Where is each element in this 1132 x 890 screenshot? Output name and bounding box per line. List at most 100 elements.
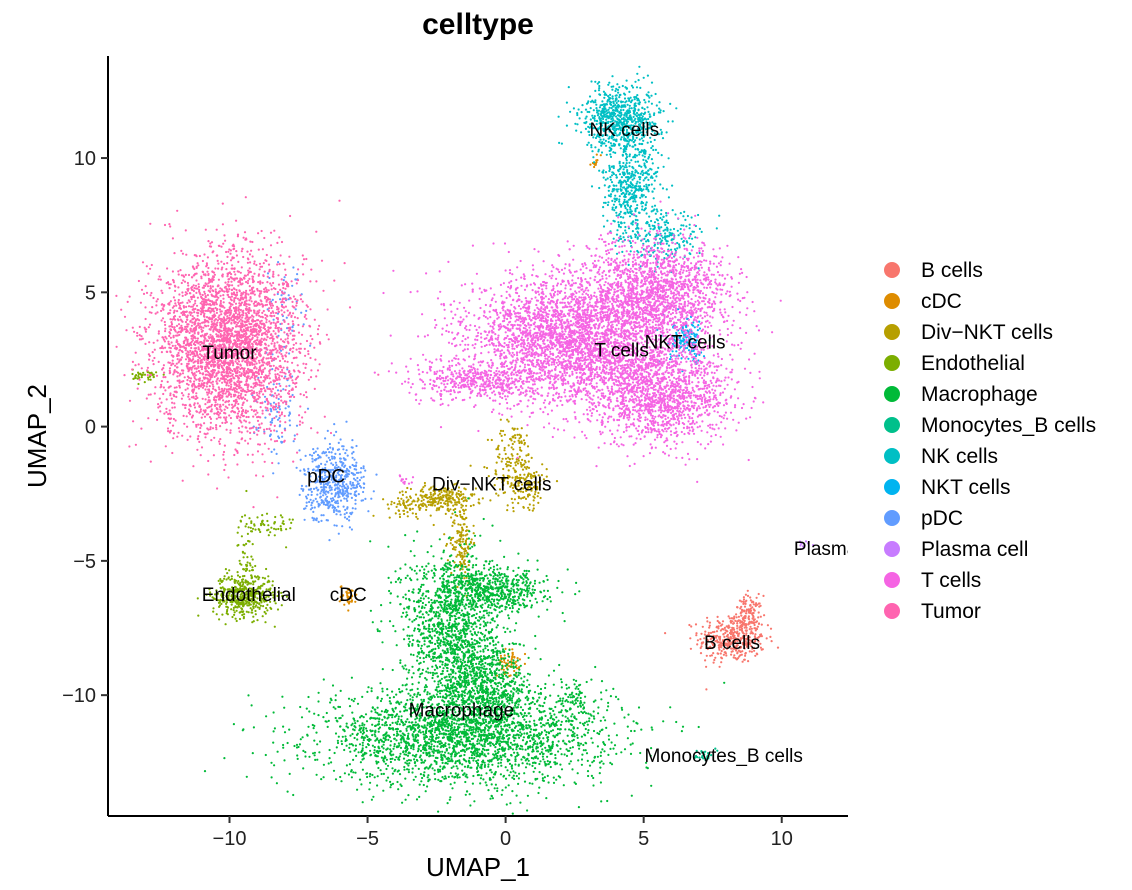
point bbox=[473, 639, 476, 642]
point bbox=[763, 614, 766, 617]
point bbox=[385, 758, 388, 761]
point bbox=[472, 728, 475, 731]
point bbox=[533, 722, 536, 725]
point bbox=[531, 764, 534, 768]
point bbox=[261, 576, 264, 579]
point bbox=[276, 750, 279, 753]
point bbox=[489, 725, 492, 729]
point bbox=[427, 503, 430, 506]
point bbox=[433, 501, 436, 504]
point bbox=[398, 515, 402, 519]
point bbox=[139, 373, 142, 376]
point bbox=[330, 761, 333, 764]
point bbox=[239, 519, 242, 522]
point bbox=[409, 495, 412, 498]
point bbox=[379, 682, 382, 685]
point bbox=[729, 637, 732, 641]
point bbox=[675, 720, 678, 724]
point bbox=[506, 504, 509, 507]
point bbox=[539, 760, 542, 763]
point bbox=[379, 738, 382, 741]
point bbox=[712, 661, 715, 664]
point bbox=[468, 543, 471, 546]
point bbox=[472, 628, 475, 631]
point bbox=[457, 648, 460, 652]
point bbox=[512, 770, 515, 773]
point bbox=[718, 622, 721, 625]
point bbox=[451, 787, 454, 790]
point bbox=[467, 627, 470, 630]
point bbox=[509, 771, 512, 774]
point bbox=[378, 718, 381, 721]
point bbox=[441, 744, 444, 747]
point bbox=[397, 769, 400, 772]
point bbox=[454, 775, 457, 779]
point bbox=[428, 754, 431, 757]
point bbox=[478, 727, 481, 730]
point bbox=[507, 464, 510, 467]
point bbox=[234, 617, 237, 620]
point bbox=[254, 613, 257, 616]
point bbox=[395, 693, 398, 696]
point bbox=[526, 699, 529, 702]
point bbox=[235, 609, 238, 612]
point bbox=[391, 713, 394, 717]
point bbox=[444, 775, 447, 778]
point bbox=[304, 751, 307, 754]
point bbox=[318, 751, 321, 754]
point bbox=[251, 558, 254, 561]
point bbox=[425, 735, 428, 738]
point bbox=[418, 724, 421, 727]
point bbox=[438, 751, 441, 754]
point bbox=[701, 625, 704, 628]
point bbox=[517, 703, 520, 706]
point bbox=[252, 581, 255, 584]
point bbox=[383, 760, 386, 763]
point bbox=[403, 710, 406, 713]
point bbox=[540, 751, 543, 754]
point bbox=[437, 768, 440, 771]
point bbox=[525, 467, 528, 470]
point bbox=[565, 719, 568, 723]
point bbox=[236, 606, 239, 609]
point bbox=[377, 713, 380, 716]
point bbox=[302, 749, 305, 753]
point bbox=[585, 720, 588, 723]
point bbox=[390, 500, 393, 503]
point bbox=[414, 512, 418, 516]
point bbox=[425, 766, 428, 769]
point bbox=[537, 732, 541, 735]
point bbox=[651, 728, 654, 731]
point bbox=[754, 636, 757, 640]
point bbox=[407, 732, 410, 735]
point bbox=[393, 737, 396, 740]
point bbox=[249, 526, 252, 529]
point bbox=[396, 720, 399, 723]
point bbox=[454, 546, 457, 549]
point bbox=[741, 641, 744, 644]
point bbox=[361, 735, 364, 738]
point bbox=[532, 507, 535, 510]
point bbox=[699, 638, 702, 641]
point bbox=[517, 782, 520, 786]
point bbox=[494, 643, 497, 646]
point bbox=[411, 665, 414, 668]
point bbox=[499, 429, 503, 432]
point bbox=[582, 743, 585, 747]
point bbox=[454, 507, 457, 511]
point bbox=[630, 794, 633, 797]
point bbox=[265, 715, 268, 718]
point bbox=[486, 734, 489, 738]
point bbox=[632, 720, 635, 723]
point bbox=[401, 684, 404, 687]
point bbox=[351, 711, 354, 714]
point bbox=[472, 742, 475, 745]
point bbox=[313, 751, 316, 754]
point bbox=[465, 525, 468, 529]
point bbox=[339, 689, 342, 693]
point bbox=[459, 540, 462, 543]
point bbox=[531, 745, 534, 749]
point bbox=[281, 516, 284, 519]
point bbox=[449, 542, 452, 545]
point bbox=[426, 500, 429, 504]
